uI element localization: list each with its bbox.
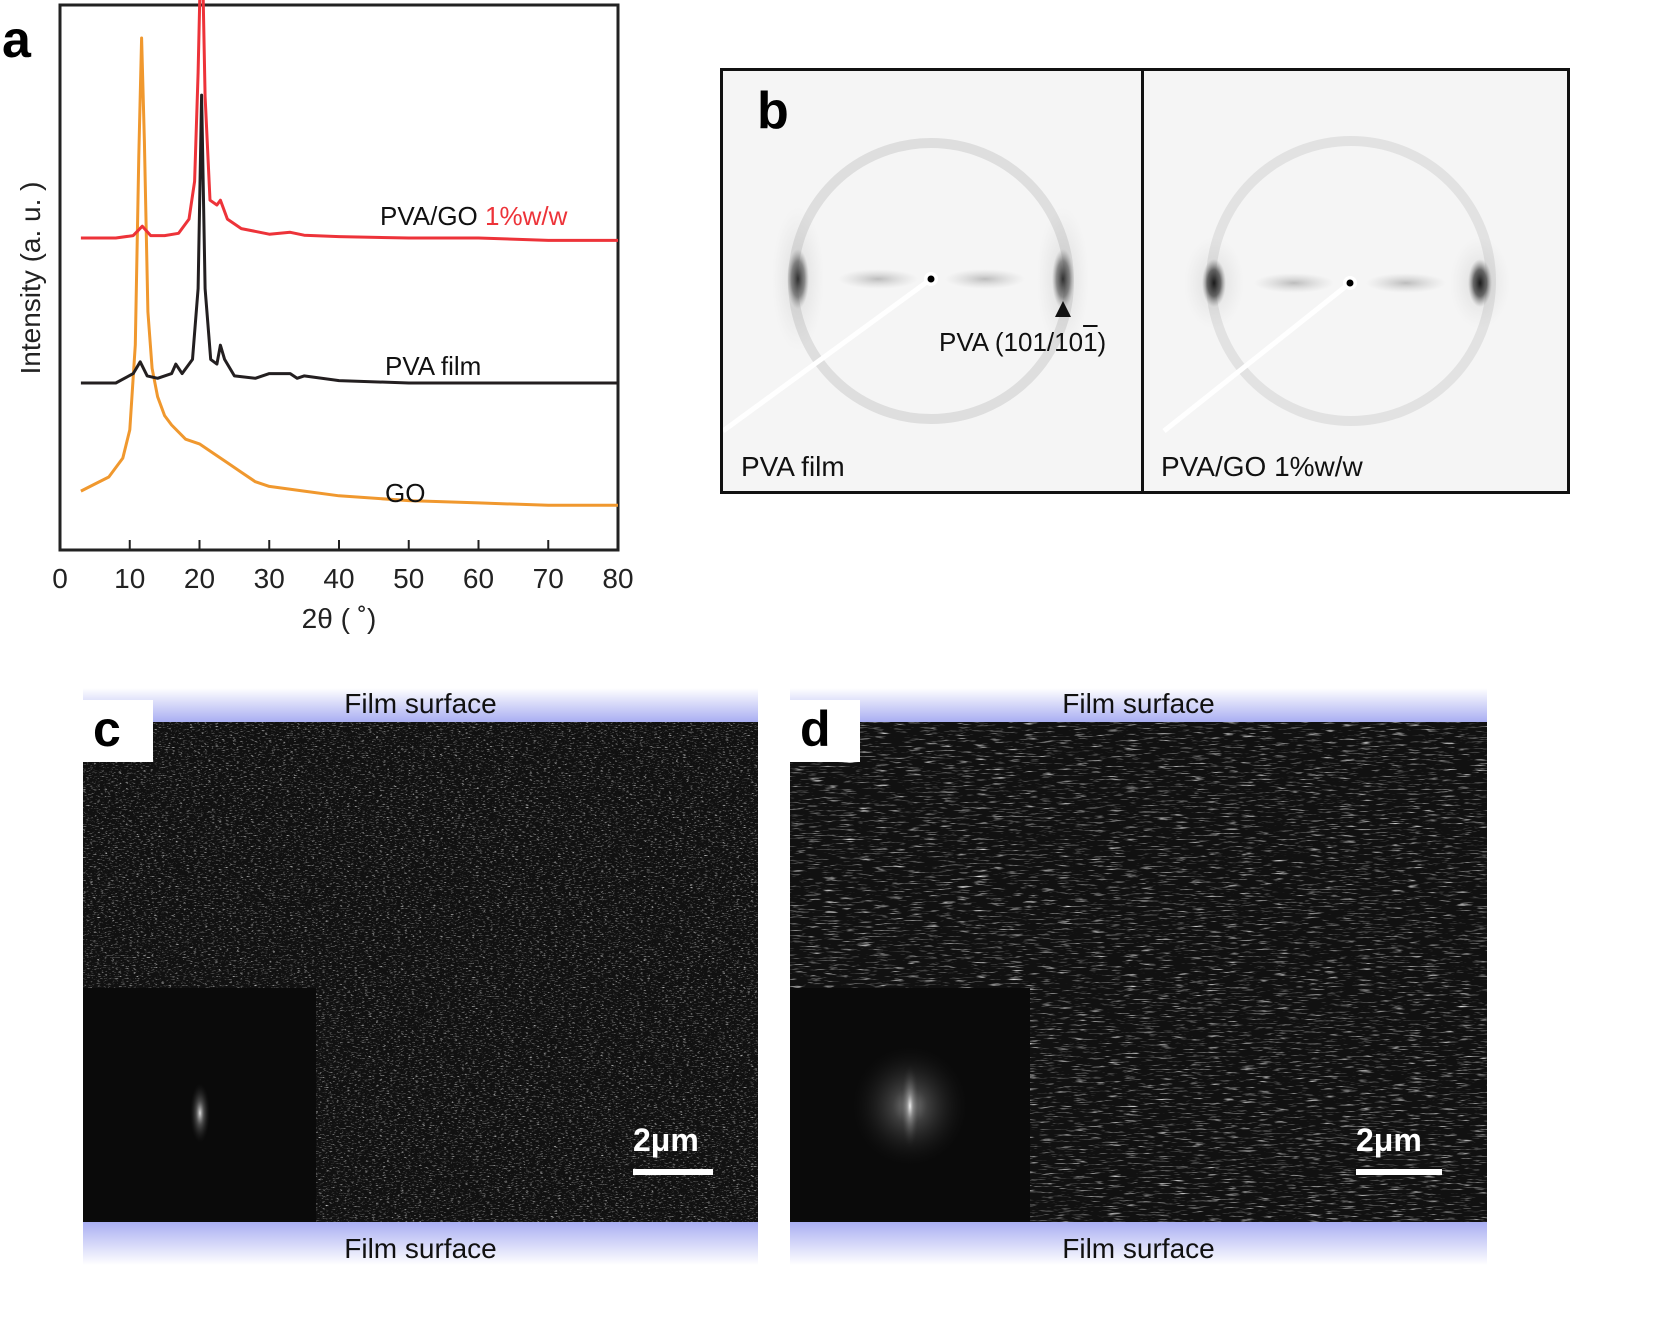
series-label-pva-go: PVA/GO 1%w/w xyxy=(380,201,567,232)
sem-texture-d xyxy=(790,722,1487,1222)
series-line-pva-go-1-w-w xyxy=(80,0,618,242)
x-tick-label: 50 xyxy=(393,563,424,594)
x-tick-label: 20 xyxy=(184,563,215,594)
panel-a-letter: a xyxy=(2,11,31,69)
annotation-close: ) xyxy=(1097,327,1107,357)
xrd-pattern-pva-go-svg xyxy=(1162,136,1510,433)
panel-c-letter: c xyxy=(93,701,121,757)
x-tick-label: 0 xyxy=(52,563,68,594)
series-label-go: GO xyxy=(385,478,426,508)
pattern-divider xyxy=(1141,71,1144,491)
film-surface-bottom-label: Film surface xyxy=(344,1233,497,1264)
film-surface-top-label: Film surface xyxy=(344,688,497,719)
x-tick-label: 60 xyxy=(463,563,494,594)
series-label-pva-film: PVA film xyxy=(385,351,482,381)
panel-c-letter-box: c xyxy=(83,700,153,762)
xrd-pattern-pva-film xyxy=(723,71,1143,491)
x-tick-label: 40 xyxy=(323,563,354,594)
x-tick-label: 30 xyxy=(254,563,285,594)
fft-inset-c xyxy=(83,988,316,1222)
annotation-bar-digit: 1 xyxy=(1083,327,1098,357)
panel-d-letter-box: d xyxy=(790,700,860,762)
surface-band-top xyxy=(83,688,758,722)
fft-spot-c xyxy=(190,1083,210,1143)
beam-stop-arm xyxy=(723,276,933,434)
surface-band-top xyxy=(790,688,1487,722)
panel-d-letter: d xyxy=(800,701,831,757)
sem-panel-c: Film surface xyxy=(83,688,758,1265)
panel-b-letter: b xyxy=(757,82,789,140)
series-line-pva-film xyxy=(80,93,618,385)
series-line-go xyxy=(80,36,618,507)
series-label-pva-go-prefix: PVA/GO xyxy=(380,201,485,231)
series-label-pva-go-conc: 1%w/w xyxy=(485,201,568,231)
beam-stop-arm xyxy=(1162,281,1352,433)
fft-inset-d xyxy=(790,988,1030,1222)
reflection-marker xyxy=(1055,301,1071,317)
xrd-chart: 0 10 20 30 40 50 60 70 80 2θ ( ˚) Intensity (a. … xyxy=(15,0,634,634)
y-axis-title: Intensity (a. u. ) xyxy=(15,182,46,375)
surface-band-bottom xyxy=(790,1222,1487,1265)
x-tick-label: 80 xyxy=(602,563,633,594)
pattern-label-pva-film: PVA film xyxy=(741,451,845,482)
series-lines xyxy=(80,0,618,507)
sem-image-d: 2μm xyxy=(790,722,1487,1222)
x-axis-title: 2θ ( ˚) xyxy=(302,603,377,634)
x-tick-label: 10 xyxy=(114,563,145,594)
film-surface-top-label: Film surface xyxy=(1062,688,1215,719)
scale-bar-label-d: 2μm xyxy=(1356,1122,1422,1158)
film-surface-bottom-label: Film surface xyxy=(1062,1233,1215,1264)
x-ticks: 0 10 20 30 40 50 60 70 80 xyxy=(52,540,634,594)
surface-band-bottom xyxy=(83,1222,758,1265)
sem-image-c: 2μm xyxy=(83,722,758,1222)
annotation-text: PVA (101/10 xyxy=(939,327,1084,357)
xrd-pattern-panel: b PVA film PVA/GO 1%w/w PVA (101/101) xyxy=(720,68,1570,494)
scale-bar-c xyxy=(633,1169,713,1175)
pattern-label-pva-go: PVA/GO 1%w/w xyxy=(1161,451,1363,482)
sem-panel-d: Film surface xyxy=(790,688,1487,1265)
xrd-pattern-pva-film-svg xyxy=(723,138,1089,434)
fft-spot-d xyxy=(900,1064,920,1148)
reflection-annotation: PVA (101/101) xyxy=(939,327,1106,358)
scale-bar-d xyxy=(1356,1169,1442,1175)
xrd-pattern-pva-go xyxy=(1144,71,1567,491)
scale-bar-label-c: 2μm xyxy=(633,1122,699,1158)
x-tick-label: 70 xyxy=(533,563,564,594)
